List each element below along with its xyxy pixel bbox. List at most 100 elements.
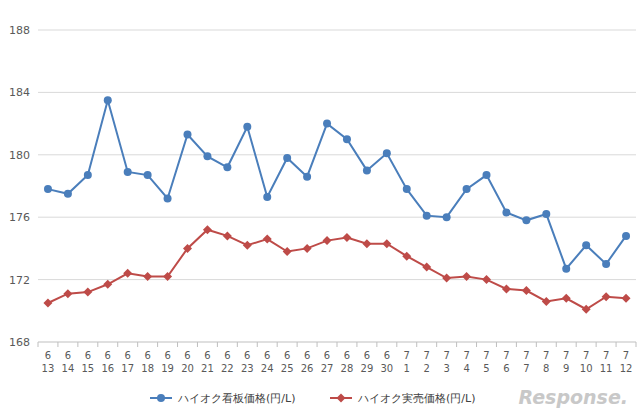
point <box>483 171 491 179</box>
x-tick-label: 77 <box>523 350 529 374</box>
x-tick <box>217 342 218 347</box>
x-tick-label: 626 <box>301 350 314 374</box>
point <box>442 274 451 283</box>
point <box>562 294 571 303</box>
point <box>602 292 611 301</box>
point <box>303 173 311 181</box>
x-tick-label: 78 <box>543 350 549 374</box>
x-tick-label: 616 <box>101 350 114 374</box>
x-tick-label: 614 <box>62 350 75 374</box>
point <box>622 294 631 303</box>
watermark: Response. <box>519 386 628 408</box>
y-tick-label: 176 <box>9 211 30 224</box>
x-tick <box>77 342 78 347</box>
point <box>203 225 212 234</box>
x-tick-label: 627 <box>321 350 334 374</box>
point <box>104 96 112 104</box>
x-tick <box>337 342 338 347</box>
x-tick-label: 619 <box>161 350 174 374</box>
point <box>183 244 192 253</box>
point <box>64 190 72 198</box>
point <box>243 123 251 131</box>
x-tick <box>237 342 238 347</box>
x-tick <box>596 342 597 347</box>
x-tick <box>317 342 318 347</box>
point <box>463 185 471 193</box>
y-tick-label: 180 <box>9 149 30 162</box>
chart: 1681721761801841886136146156166176186196… <box>0 0 640 418</box>
point <box>542 210 550 218</box>
grid-line <box>38 92 636 93</box>
x-tick <box>636 342 637 347</box>
grid <box>38 30 636 280</box>
x-tick <box>456 342 457 347</box>
x-tick <box>97 342 98 347</box>
grid-line <box>38 279 636 280</box>
x-tick <box>536 342 537 347</box>
x-tick-label: 711 <box>600 350 613 374</box>
x-tick <box>616 342 617 347</box>
x-tick-label: 615 <box>81 350 94 374</box>
point <box>602 260 610 268</box>
point <box>184 131 192 139</box>
x-tick-label: 75 <box>483 350 489 374</box>
point <box>83 288 92 297</box>
x-tick-label: 625 <box>281 350 294 374</box>
x-tick-label: 620 <box>181 350 194 374</box>
x-tick-label: 628 <box>341 350 354 374</box>
legend-marker <box>157 394 165 402</box>
point <box>542 297 551 306</box>
y-tick-label: 172 <box>9 274 30 287</box>
point <box>382 239 391 248</box>
point <box>363 166 371 174</box>
point <box>223 231 232 240</box>
x-tick <box>576 342 577 347</box>
point <box>63 289 72 298</box>
grid-line <box>38 154 636 155</box>
point <box>84 171 92 179</box>
legend: ハイオク看板価格(円/L)ハイオク実売価格(円/L) <box>150 392 475 405</box>
y-tick-label: 168 <box>9 336 30 349</box>
point <box>283 247 292 256</box>
point <box>622 232 630 240</box>
point <box>143 272 152 281</box>
point <box>223 163 231 171</box>
point <box>462 272 471 281</box>
point <box>582 241 590 249</box>
x-tick-label: 710 <box>580 350 593 374</box>
legend-label: ハイオク看板価格(円/L) <box>177 392 295 405</box>
point <box>362 239 371 248</box>
x-tick-label: 617 <box>121 350 134 374</box>
x-tick-label: 73 <box>443 350 449 374</box>
y-tick-label: 184 <box>9 86 30 99</box>
x-tick <box>177 342 178 347</box>
x-tick <box>396 342 397 347</box>
y-tick-label: 188 <box>9 24 30 37</box>
point <box>124 168 132 176</box>
point <box>423 212 431 220</box>
point <box>303 244 312 253</box>
x-tick <box>257 342 258 347</box>
x-tick <box>277 342 278 347</box>
x-tick-label: 622 <box>221 350 234 374</box>
point <box>422 263 431 272</box>
series-line <box>48 100 626 268</box>
point <box>323 120 331 128</box>
plot-area <box>43 96 630 314</box>
point <box>402 252 411 261</box>
x-tick-label: 74 <box>463 350 469 374</box>
point <box>582 305 591 314</box>
point <box>43 299 52 308</box>
x-tick-label: 712 <box>620 350 633 374</box>
point <box>203 152 211 160</box>
point <box>482 275 491 284</box>
series-line <box>48 230 626 310</box>
x-tick <box>197 342 198 347</box>
x-tick <box>137 342 138 347</box>
x-tick-label: 72 <box>424 350 430 374</box>
point <box>502 209 510 217</box>
point <box>342 233 351 242</box>
x-tick <box>356 342 357 347</box>
point <box>283 154 291 162</box>
point <box>403 185 411 193</box>
